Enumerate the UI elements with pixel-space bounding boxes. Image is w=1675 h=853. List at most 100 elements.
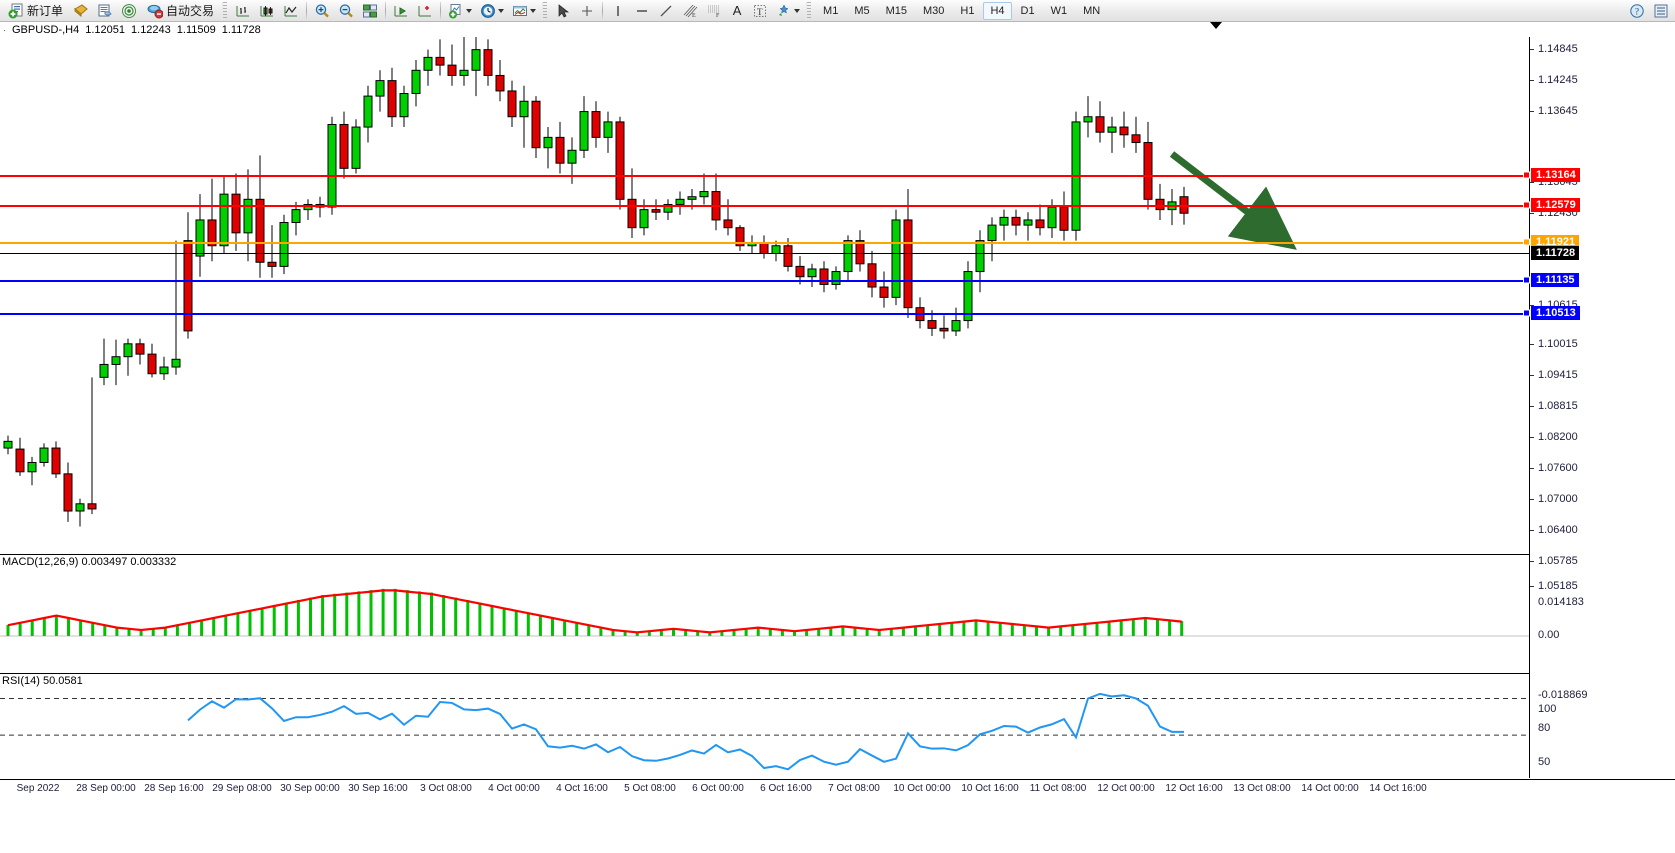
price-line-resistance-1[interactable] [0, 175, 1529, 177]
price-chip-support-2[interactable]: 1.10513 [1523, 306, 1580, 320]
price-tick [1530, 213, 1534, 214]
price-chip-handle-icon[interactable] [1523, 171, 1530, 179]
time-axis-label: 4 Oct 16:00 [556, 783, 608, 794]
time-axis-label: 5 Oct 08:00 [624, 783, 676, 794]
svg-text:F: F [716, 13, 720, 19]
templates-button[interactable] [509, 1, 539, 21]
price-chip-handle-icon[interactable] [1523, 201, 1530, 209]
timeframe-h1[interactable]: H1 [960, 4, 975, 17]
price-line-support-2[interactable] [0, 313, 1529, 315]
text-tool-button[interactable]: A [727, 1, 747, 21]
toolbar-grip[interactable] [806, 1, 812, 20]
price-tick-label: 1.08200 [1538, 431, 1578, 443]
time-axis-label: 12 Oct 00:00 [1097, 783, 1155, 794]
navigator-button[interactable] [118, 1, 140, 21]
price-tick-label: 1.06400 [1538, 524, 1578, 536]
period-button[interactable] [477, 1, 507, 21]
chart-scroll-marker-icon[interactable] [1210, 22, 1222, 29]
zoom-out-button[interactable] [335, 1, 357, 21]
horizontal-line-button[interactable] [631, 1, 653, 21]
arrows-caret-icon[interactable] [794, 8, 801, 13]
data-window-button[interactable] [94, 1, 116, 21]
shift-chart-button[interactable] [390, 1, 412, 21]
templates-caret-icon[interactable] [530, 8, 537, 13]
trendline-button[interactable] [655, 1, 677, 21]
time-axis[interactable]: Sep 2022 28 Sep 00:00 28 Sep 16:00 29 Sep 0… [0, 779, 1675, 799]
time-axis-label: 6 Oct 16:00 [760, 783, 812, 794]
price-tick-label: 1.10015 [1538, 338, 1578, 350]
bar-chart-button[interactable] [232, 1, 254, 21]
price-chip-current[interactable]: 1.11728 [1531, 246, 1580, 260]
candlestick-series [3, 37, 1189, 527]
time-axis-label: 28 Sep 16:00 [144, 783, 204, 794]
equidistant-channel-button[interactable]: E [679, 1, 701, 21]
main-toolbar: 新订单 [0, 0, 1675, 22]
period-caret-icon[interactable] [498, 8, 505, 13]
price-chip-handle-icon[interactable] [1523, 276, 1530, 284]
timeframe-group: M1 M5 M15 M30 H1 H4 D1 W1 MN [815, 1, 1108, 20]
price-line-pivot[interactable] [0, 242, 1529, 244]
price-line-support-1[interactable] [0, 280, 1529, 282]
indicators-caret-icon[interactable] [466, 8, 473, 13]
price-tick [1530, 182, 1534, 183]
fibonacci-icon: F [706, 3, 722, 19]
time-axis-label: 11 Oct 08:00 [1029, 783, 1087, 794]
price-tick [1530, 530, 1534, 531]
toolbar-grip[interactable] [542, 1, 548, 20]
clock-icon [480, 3, 496, 19]
timeframe-m15[interactable]: M15 [885, 4, 907, 17]
crosshair-icon [579, 3, 595, 19]
line-chart-button[interactable] [280, 1, 302, 21]
rsi-axis-label: 80 [1538, 722, 1551, 734]
indicators-button[interactable] [445, 1, 475, 21]
price-pane[interactable] [0, 37, 1529, 551]
price-chip-support-1[interactable]: 1.11135 [1523, 273, 1579, 287]
timeframe-w1[interactable]: W1 [1050, 4, 1068, 17]
new-order-label: 新订单 [27, 4, 64, 18]
time-axis-label: 4 Oct 00:00 [488, 783, 540, 794]
timeframe-m30[interactable]: M30 [923, 4, 945, 17]
auto-trading-icon [147, 3, 164, 19]
indicators-icon [448, 3, 464, 19]
timeframe-h4[interactable]: H4 [983, 1, 1012, 20]
price-chip-pivot[interactable]: 1.11921 [1523, 235, 1580, 249]
auto-trading-button[interactable]: 自动交易 [142, 1, 219, 21]
price-axis[interactable]: 1.14845 1.14245 1.13645 1.13045 1.12430 1.106… [1523, 37, 1675, 778]
price-chip-handle-icon[interactable] [1523, 309, 1530, 317]
auto-scroll-icon [417, 3, 433, 19]
zoom-in-button[interactable] [311, 1, 333, 21]
price-line-current[interactable] [0, 253, 1529, 254]
price-tick-label: 1.08815 [1538, 400, 1578, 412]
macd-pane[interactable]: MACD(12,26,9) 0.003497 0.003332 [0, 554, 1529, 671]
price-tick [1530, 375, 1534, 376]
price-chip-resistance-2[interactable]: 1.12579 [1523, 198, 1580, 212]
time-axis-label: 6 Oct 00:00 [692, 783, 744, 794]
price-line-resistance-2[interactable] [0, 205, 1529, 207]
price-chip-handle-icon[interactable] [1523, 238, 1530, 246]
price-tick [1530, 499, 1534, 500]
toolbar-grip[interactable] [222, 1, 228, 20]
window-list-button[interactable] [1650, 1, 1672, 21]
vertical-line-button[interactable] [607, 1, 629, 21]
help-button[interactable]: ? [1626, 1, 1648, 21]
cursor-button[interactable] [552, 1, 574, 21]
terminal-button[interactable] [70, 1, 92, 21]
arrows-button[interactable] [773, 1, 803, 21]
help-icon: ? [1629, 3, 1645, 19]
crosshair-button[interactable] [576, 1, 598, 21]
rsi-pane[interactable]: RSI(14) 50.0581 [0, 673, 1529, 778]
candlestick-chart-button[interactable] [256, 1, 278, 21]
text-label-button[interactable]: T [749, 1, 771, 21]
time-axis-label: 13 Oct 08:00 [1233, 783, 1291, 794]
fibonacci-button[interactable]: F [703, 1, 725, 21]
timeframe-d1[interactable]: D1 [1020, 4, 1035, 17]
new-order-button[interactable]: 新订单 [3, 1, 68, 21]
timeframe-m5[interactable]: M5 [854, 4, 870, 17]
price-chip-resistance-1[interactable]: 1.13164 [1523, 168, 1580, 182]
timeframe-mn[interactable]: MN [1083, 4, 1101, 17]
price-tick [1530, 49, 1534, 50]
price-tick [1530, 561, 1534, 562]
auto-scroll-button[interactable] [414, 1, 436, 21]
tile-windows-button[interactable] [359, 1, 381, 21]
timeframe-m1[interactable]: M1 [823, 4, 839, 17]
